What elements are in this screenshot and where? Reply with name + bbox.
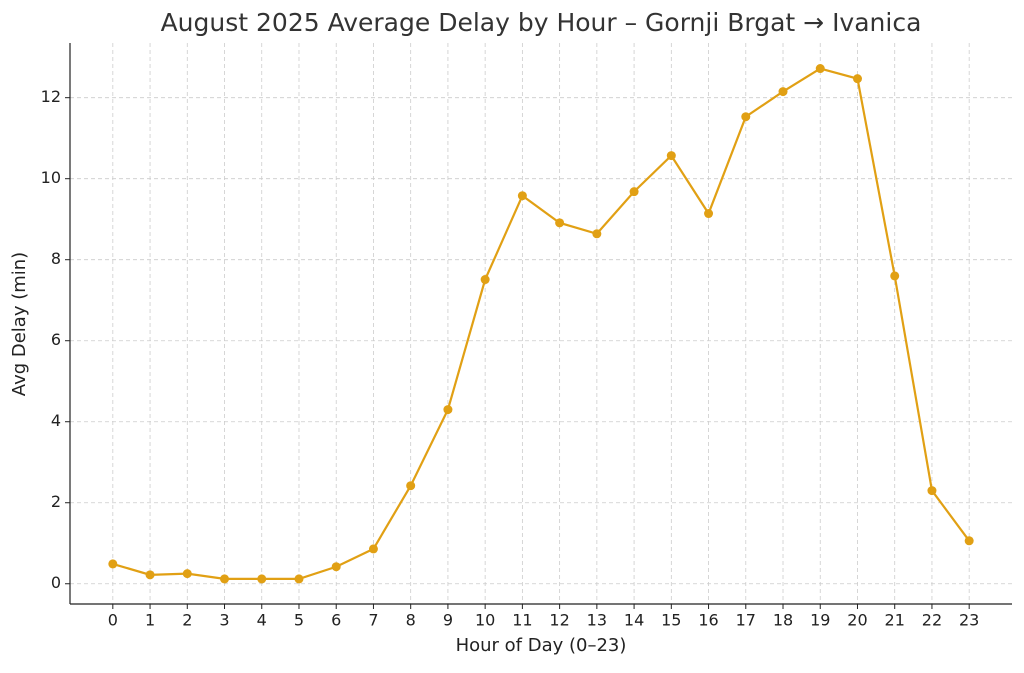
point	[368, 544, 378, 554]
chart-title: August 2025 Average Delay by Hour – Gorn…	[161, 8, 922, 37]
point	[815, 64, 825, 74]
x-tick-label: 15	[661, 611, 681, 630]
x-tick-label: 6	[331, 611, 341, 630]
point	[145, 570, 155, 580]
x-tick-label: 3	[219, 611, 229, 630]
point	[443, 405, 453, 415]
x-tick-label: 22	[922, 611, 942, 630]
x-tick-label: 2	[182, 611, 192, 630]
point	[778, 87, 788, 97]
y-tick-label: 4	[51, 411, 61, 430]
point	[890, 271, 900, 281]
point	[108, 559, 118, 569]
point	[294, 574, 304, 584]
point	[517, 191, 527, 201]
x-tick-label: 13	[587, 611, 607, 630]
point	[741, 112, 751, 122]
x-tick-label: 16	[698, 611, 718, 630]
point	[555, 218, 565, 228]
y-tick-label: 0	[51, 573, 61, 592]
x-tick-label: 21	[885, 611, 905, 630]
point	[927, 486, 937, 496]
point	[629, 187, 639, 197]
x-tick-label: 20	[847, 611, 867, 630]
y-tick-label: 2	[51, 492, 61, 511]
y-tick-label: 6	[51, 330, 61, 349]
point	[704, 209, 714, 219]
y-tick-label: 10	[41, 168, 61, 187]
point	[666, 151, 676, 161]
x-tick-label: 1	[145, 611, 155, 630]
x-tick-label: 9	[443, 611, 453, 630]
x-tick-label: 17	[736, 611, 756, 630]
y-axis-label: Avg Delay (min)	[9, 252, 30, 396]
x-tick-label: 18	[773, 611, 793, 630]
line	[112, 67, 971, 580]
point	[220, 574, 230, 584]
point	[964, 536, 974, 546]
x-tick-label: 23	[959, 611, 979, 630]
x-tick-label: 10	[475, 611, 495, 630]
point	[592, 229, 602, 239]
point	[852, 74, 862, 84]
x-tick-label: 4	[257, 611, 267, 630]
y-tick-label: 12	[41, 87, 61, 106]
point	[480, 275, 490, 285]
x-tick-label: 7	[368, 611, 378, 630]
point	[331, 562, 341, 572]
x-tick-label: 0	[108, 611, 118, 630]
point	[406, 481, 416, 491]
y-tick-label: 8	[51, 249, 61, 268]
x-tick-label: 19	[810, 611, 830, 630]
point	[257, 574, 267, 584]
x-axis-label: Hour of Day (0–23)	[456, 635, 627, 656]
x-tick-label: 12	[549, 611, 569, 630]
x-tick-label: 8	[406, 611, 416, 630]
x-tick-label: 14	[624, 611, 644, 630]
point	[182, 569, 192, 579]
x-tick-label: 11	[512, 611, 532, 630]
x-tick-label: 5	[294, 611, 304, 630]
